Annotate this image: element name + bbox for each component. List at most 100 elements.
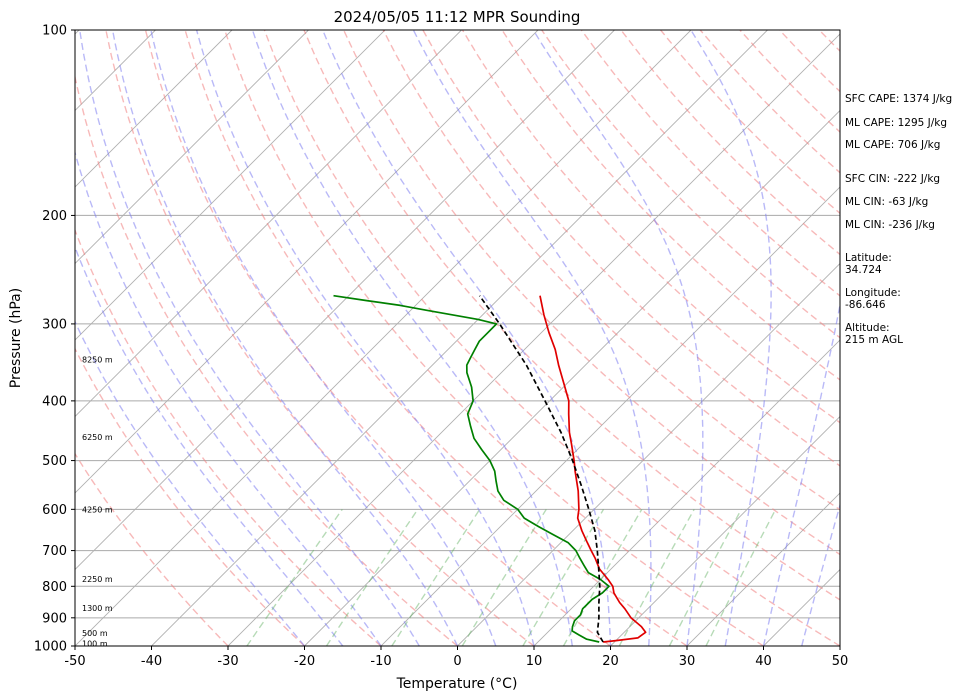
y-tick-label: 700 [42, 544, 67, 559]
dry-adiabat-line [75, 73, 458, 646]
dry-adiabat-line [184, 30, 688, 646]
moist-adiabat-line [75, 245, 344, 646]
longitude-label: Longitude: [845, 287, 901, 299]
mixing-ratio-line [522, 508, 605, 646]
dry-adiabat-line [461, 30, 840, 424]
isotherm-line [75, 30, 462, 418]
ml-cape-text: ML CAPE: 1295 J/kg [845, 117, 947, 129]
isotherm-line [533, 339, 840, 646]
y-tick-label: 1000 [34, 640, 67, 655]
dry-adiabat-line [382, 30, 840, 511]
dry-adiabat-line [580, 30, 840, 297]
x-tick-label: 20 [602, 654, 619, 669]
moist-adiabat-line [251, 30, 573, 646]
y-tick-label: 400 [42, 394, 67, 409]
mixing-ratio-line [705, 508, 777, 646]
height-label: 2250 m [82, 575, 113, 584]
x-tick-label: -20 [294, 654, 315, 669]
longitude-value: -86.646 [845, 299, 886, 311]
y-tick-label: 900 [42, 611, 67, 626]
isotherm-line [457, 262, 840, 646]
moist-adiabat-line [801, 502, 840, 646]
dry-adiabat-line [422, 30, 840, 467]
x-axis-ticks: -50 -40 -30 -20 -10 0 10 20 30 40 50 [64, 646, 848, 669]
moist-adiabat-line [412, 30, 652, 646]
x-tick-label: -40 [141, 654, 162, 669]
ml-cin-text: ML CIN: -63 J/kg [845, 196, 928, 208]
dry-adiabat-line [501, 30, 840, 381]
parcel-path-line [478, 295, 604, 643]
isotherm-line [75, 30, 692, 646]
temperature-profile-line [539, 295, 647, 643]
height-label: 100 m [82, 639, 108, 648]
isotherm-line [75, 30, 233, 188]
height-label: 8250 m [82, 356, 113, 365]
dry-adiabat-line [144, 30, 611, 646]
altitude-label: Altitude: [845, 322, 890, 334]
dry-adiabat-line [75, 228, 382, 646]
mixing-ratio-line [391, 508, 481, 646]
isotherm-line [304, 109, 840, 646]
dewpoint-profile-line [333, 294, 610, 643]
mixing-ratio-line [668, 508, 742, 646]
moist-adiabat-line [75, 150, 382, 646]
height-label: 1300 m [82, 604, 113, 613]
moist-adiabat-line [111, 30, 459, 646]
moist-adiabat-line [79, 30, 420, 646]
mixing-ratio-line [562, 508, 643, 646]
x-tick-label: -50 [64, 654, 85, 669]
chart-title: 2024/05/05 11:12 MPR Sounding [334, 8, 581, 26]
y-tick-label: 200 [42, 209, 67, 224]
dry-adiabat-line [263, 30, 840, 646]
isotherm-line [227, 33, 840, 646]
isotherm-line [686, 492, 840, 646]
isotherm-line [380, 186, 840, 646]
moist-adiabat-line [150, 30, 497, 646]
y-axis-label: Pressure (hPa) [8, 288, 24, 388]
moist-adiabat-line [532, 30, 704, 646]
sounding-annotations: SFC CAPE: 1374 J/kg ML CAPE: 1295 J/kg M… [845, 93, 952, 346]
dry-adiabat-line [105, 30, 535, 646]
y-tick-label: 300 [42, 317, 67, 332]
dry-adiabat-line [303, 30, 840, 601]
latitude-value: 34.724 [845, 264, 882, 276]
isotherm-line [75, 30, 386, 341]
background-grid [75, 30, 840, 646]
isotherm-line [75, 30, 539, 494]
moist-adiabat-line [75, 320, 306, 646]
y-tick-label: 100 [42, 24, 67, 39]
x-tick-label: -30 [217, 654, 238, 669]
moist-adiabat-line [762, 301, 840, 646]
y-tick-label: 800 [42, 580, 67, 595]
height-label: 4250 m [82, 505, 113, 514]
x-tick-label: 10 [526, 654, 543, 669]
height-label: 6250 m [82, 433, 113, 442]
y-tick-label: 500 [42, 454, 67, 469]
dry-adiabat-line [342, 30, 840, 556]
profile-lines [333, 294, 647, 643]
moist-adiabat-line [690, 30, 772, 646]
mixing-ratio-line [618, 508, 695, 646]
x-tick-label: -10 [370, 654, 391, 669]
isotherm-line [610, 415, 840, 646]
altitude-value: 215 m AGL [845, 334, 903, 346]
dry-adiabat-line [75, 347, 305, 646]
sfc-cape-text: SFC CAPE: 1374 J/kg [845, 93, 952, 105]
x-axis-label: Temperature (°C) [396, 676, 518, 692]
dry-adiabat-line [75, 452, 229, 646]
y-tick-label: 600 [42, 503, 67, 518]
x-tick-label: 40 [755, 654, 772, 669]
sfc-cin-text: SFC CIN: -222 J/kg [845, 173, 940, 185]
moist-adiabat-line [195, 30, 535, 646]
x-tick-label: 30 [679, 654, 696, 669]
x-tick-label: 50 [832, 654, 849, 669]
isotherm-line [75, 30, 615, 571]
height-label: 500 m [82, 629, 108, 638]
y-axis-ticks: 100 200 300 400 500 600 700 800 900 1000 [34, 24, 75, 655]
x-tick-label: 0 [453, 654, 461, 669]
mixing-ratio-line [325, 508, 419, 646]
isotherm-line [151, 30, 768, 646]
ml-cin-text-2: ML CIN: -236 J/kg [845, 219, 935, 231]
